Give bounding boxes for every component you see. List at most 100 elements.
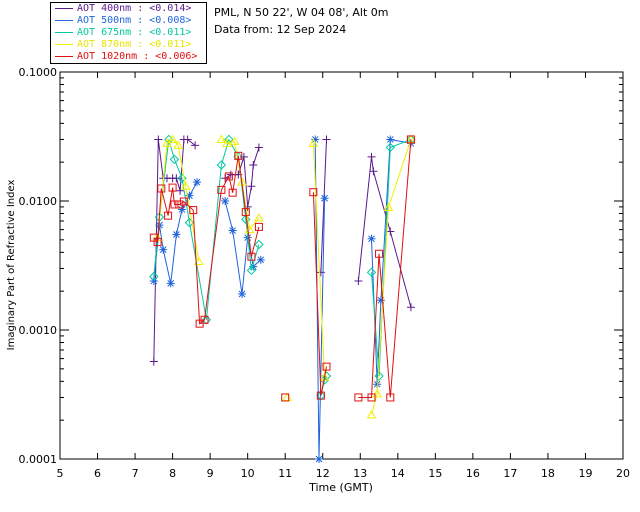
legend-swatch (55, 31, 73, 33)
data-point (172, 174, 181, 183)
x-tick-label: 13 (353, 467, 367, 480)
data-point (385, 142, 396, 153)
data-point (238, 290, 247, 299)
x-tick-label: 16 (466, 467, 480, 480)
data-point (239, 152, 248, 161)
data-point (386, 227, 395, 236)
data-point (149, 271, 159, 282)
legend-label: AOT 500nm : <0.008> (77, 15, 192, 26)
x-tick-label: 10 (241, 467, 255, 480)
data-point (366, 267, 377, 278)
data-point (247, 182, 256, 191)
data-date: Data from: 12 Sep 2024 (214, 23, 347, 36)
station-location: PML, N 50 22', W 04 08', Alt 0m (214, 6, 389, 19)
data-point (185, 191, 194, 200)
y-tick-label: 0.0100 (19, 195, 58, 208)
data-point (168, 183, 177, 192)
data-point (281, 393, 290, 402)
legend-item-870nm: AOT 870nm : <0.011> (55, 39, 191, 51)
data-point (256, 255, 265, 264)
data-point (249, 161, 258, 170)
series-4 (149, 135, 415, 402)
data-point (222, 138, 232, 147)
data-point (254, 143, 263, 152)
data-point (159, 245, 168, 254)
legend-item-675nm: AOT 675nm : <0.011> (55, 27, 191, 39)
legend-item-400nm: AOT 400nm : <0.014> (55, 3, 191, 15)
data-point (322, 362, 331, 371)
data-point (366, 409, 377, 419)
data-point (172, 230, 181, 239)
data-point (180, 181, 191, 190)
data-point (191, 141, 200, 150)
data-point (254, 222, 263, 231)
plot-frame (59, 71, 624, 460)
y-axis: 0.1000 0.0100 0.0010 0.0001 (19, 66, 623, 466)
data-point (176, 186, 185, 195)
data-point (311, 135, 320, 144)
x-tick-label: 20 (616, 467, 630, 480)
data-point (367, 234, 376, 243)
x-tick-label: 7 (132, 467, 139, 480)
data-point (241, 208, 250, 217)
legend-label: AOT 400nm : <0.014> (77, 3, 192, 14)
data-point (282, 392, 292, 401)
data-point (228, 188, 237, 197)
series-line (153, 139, 412, 398)
data-point (354, 393, 363, 402)
x-tick-label: 18 (541, 467, 555, 480)
x-axis-label: Time (GMT) (308, 481, 373, 494)
legend-item-500nm: AOT 500nm : <0.008> (55, 15, 191, 27)
x-tick-label: 19 (578, 467, 592, 480)
series-3 (152, 134, 416, 419)
data-point (177, 205, 186, 214)
data-point (406, 135, 415, 144)
x-tick-label: 12 (316, 467, 330, 480)
data-point (173, 140, 184, 149)
data-point (216, 160, 227, 170)
series-1 (149, 135, 415, 463)
data-point (406, 303, 415, 312)
data-point (157, 184, 166, 193)
data-point (153, 238, 162, 247)
x-tick-label: 5 (57, 467, 64, 480)
data-point (228, 226, 237, 235)
data-point (309, 188, 318, 197)
data-point (179, 197, 188, 206)
x-tick-label: 14 (391, 467, 405, 480)
x-tick-label: 11 (278, 467, 292, 480)
x-axis: 5 6 7 8 9 10 11 12 13 14 15 16 17 18 19 20 (57, 72, 630, 480)
data-point (155, 221, 164, 230)
legend-label: AOT 675nm : <0.011> (77, 27, 192, 38)
data-point (254, 212, 264, 222)
data-point (383, 202, 394, 212)
data-point (316, 268, 325, 277)
data-point (246, 265, 257, 276)
data-point (314, 455, 323, 463)
legend-item-1020nm: AOT 1020nm : <0.006> (55, 51, 197, 63)
data-point (221, 197, 230, 205)
x-tick-label: 9 (207, 467, 214, 480)
legend-label: AOT 1020nm : <0.006> (77, 51, 198, 62)
data-point (217, 185, 226, 194)
legend-swatch (55, 55, 73, 57)
data-point (169, 154, 180, 165)
data-point (234, 151, 243, 160)
data-point (166, 279, 175, 288)
y-tick-label: 0.0001 (19, 453, 58, 466)
x-tick-label: 6 (94, 467, 101, 480)
data-point (386, 135, 395, 144)
data-point (375, 249, 384, 258)
data-point (175, 200, 184, 209)
data-point (354, 276, 363, 285)
data-point (177, 173, 187, 183)
data-point (154, 135, 163, 144)
data-point (247, 252, 256, 261)
data-point (320, 194, 329, 203)
x-tick-label: 8 (169, 467, 176, 480)
series-line (153, 138, 411, 460)
data-point (372, 388, 383, 398)
data-point (241, 214, 251, 225)
y-axis-label: Imaginary Part of Refractive Index (6, 180, 17, 351)
data-point (192, 178, 201, 187)
